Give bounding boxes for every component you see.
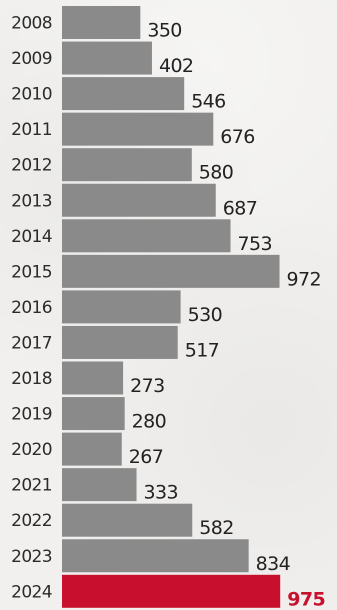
bar-2023 <box>62 539 249 573</box>
bar-2024 <box>62 574 281 608</box>
bar-2016 <box>62 290 181 324</box>
bar-2021 <box>62 468 137 502</box>
value-label-2023: 834 <box>256 553 291 575</box>
bar-2009 <box>62 41 152 75</box>
value-label-2016: 530 <box>188 304 222 326</box>
year-label-2015: 2015 <box>11 262 52 282</box>
value-label-2017: 517 <box>185 339 219 361</box>
bar-2008 <box>62 6 141 39</box>
year-label-2021: 2021 <box>11 476 52 496</box>
value-label-2015: 972 <box>287 268 321 290</box>
value-label-2018: 273 <box>130 375 164 397</box>
year-label-2020: 2020 <box>11 440 52 460</box>
year-label-2019: 2019 <box>11 405 52 425</box>
value-label-2013: 687 <box>223 197 257 219</box>
year-label-2009: 2009 <box>11 49 52 69</box>
bar-2013 <box>62 183 216 217</box>
year-label-2008: 2008 <box>11 14 52 34</box>
value-label-2014: 753 <box>238 233 272 255</box>
year-label-2014: 2014 <box>11 227 52 247</box>
year-label-2013: 2013 <box>11 191 52 211</box>
bar-2022 <box>62 503 193 537</box>
year-label-2024: 2024 <box>11 582 52 602</box>
value-label-2022: 582 <box>199 517 233 539</box>
bar-2012 <box>62 148 192 182</box>
year-label-2012: 2012 <box>11 156 52 176</box>
year-label-2018: 2018 <box>11 369 52 389</box>
bar-2014 <box>62 219 231 253</box>
value-label-2019: 280 <box>132 411 166 433</box>
bar-2019 <box>62 397 125 431</box>
value-label-2012: 580 <box>199 162 233 184</box>
value-label-2021: 333 <box>144 482 178 504</box>
bar-2020 <box>62 432 122 466</box>
year-label-2022: 2022 <box>11 511 52 531</box>
bar-2018 <box>62 361 124 395</box>
value-label-2024: 975 <box>287 588 325 610</box>
bar-2017 <box>62 325 178 359</box>
bar-2015 <box>62 254 280 288</box>
bar-2011 <box>62 112 214 146</box>
value-label-2020: 267 <box>129 446 163 468</box>
value-label-2011: 676 <box>220 126 254 148</box>
year-label-2010: 2010 <box>11 85 52 105</box>
value-label-2008: 350 <box>147 20 181 42</box>
year-label-2016: 2016 <box>11 298 52 318</box>
value-label-2010: 546 <box>191 91 225 113</box>
value-label-2009: 402 <box>159 55 193 77</box>
bar-2010 <box>62 77 185 111</box>
year-label-2023: 2023 <box>11 547 52 567</box>
year-label-2017: 2017 <box>11 333 52 353</box>
year-label-2011: 2011 <box>11 120 52 140</box>
